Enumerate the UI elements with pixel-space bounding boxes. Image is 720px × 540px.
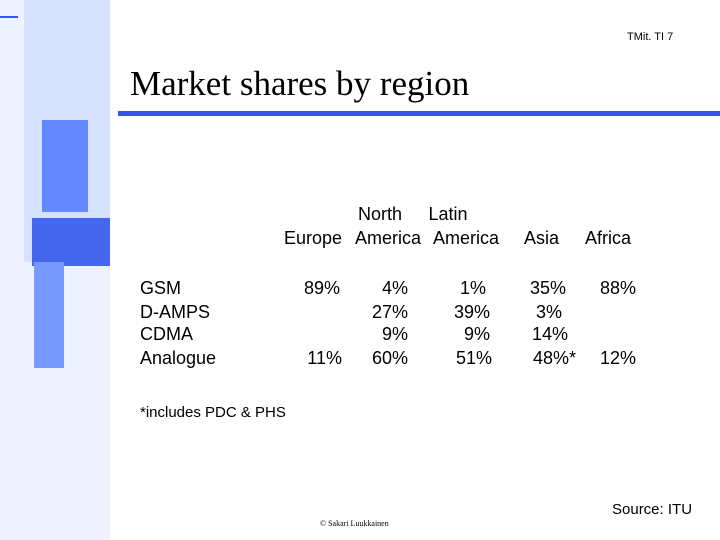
title-underline <box>118 111 720 116</box>
cell-analogue-europe: 11% <box>307 348 342 368</box>
decor-bar-dark <box>32 218 110 266</box>
cell-gsm-africa: 88% <box>599 278 636 298</box>
row-label-gsm: GSM <box>140 278 182 298</box>
footnote: *includes PDC & PHS <box>140 404 286 421</box>
cell-d-amps-north-america: 27% <box>371 302 408 322</box>
cell-cdma-asia: 14% <box>531 324 568 344</box>
row-label-d-amps: D-AMPS <box>140 302 211 322</box>
cell-cdma-latin-america: 9% <box>463 324 490 344</box>
cell-cdma-north-america: 9% <box>381 324 408 344</box>
cell-analogue-africa: 12% <box>599 348 636 368</box>
cell-analogue-asia: 48%* <box>532 348 576 368</box>
row-label-cdma: CDMA <box>140 324 193 344</box>
cell-analogue-latin-america: 51% <box>455 348 492 368</box>
cell-gsm-asia: 35% <box>529 278 566 298</box>
cell-d-amps-asia: 3% <box>535 302 562 322</box>
col-header-latin-america: America <box>433 228 500 248</box>
cell-gsm-europe: 89% <box>303 278 340 298</box>
row-label-analogue: Analogue <box>140 348 217 368</box>
decor-tick <box>0 16 18 18</box>
cell-gsm-latin-america: 1% <box>459 278 486 298</box>
copyright: © Sakari Luukkainen <box>320 519 389 528</box>
decor-bar-mid <box>42 120 88 212</box>
slide-title: Market shares by region <box>130 64 470 103</box>
col-header-asia: Asia <box>524 228 560 248</box>
col-header-latin-line1: Latin <box>428 204 468 224</box>
cell-analogue-north-america: 60% <box>371 348 408 368</box>
slide-number: TMit. TI 7 <box>627 31 674 43</box>
col-header-north-line1: North <box>357 204 402 224</box>
cell-gsm-north-america: 4% <box>381 278 408 298</box>
col-header-europe: Europe <box>284 228 343 248</box>
cell-d-amps-latin-america: 39% <box>453 302 490 322</box>
source-credit: Source: ITU <box>612 501 693 518</box>
col-header-africa: Africa <box>585 228 632 248</box>
decor-bar-lower <box>34 262 64 368</box>
col-header-north-america: America <box>355 228 422 248</box>
